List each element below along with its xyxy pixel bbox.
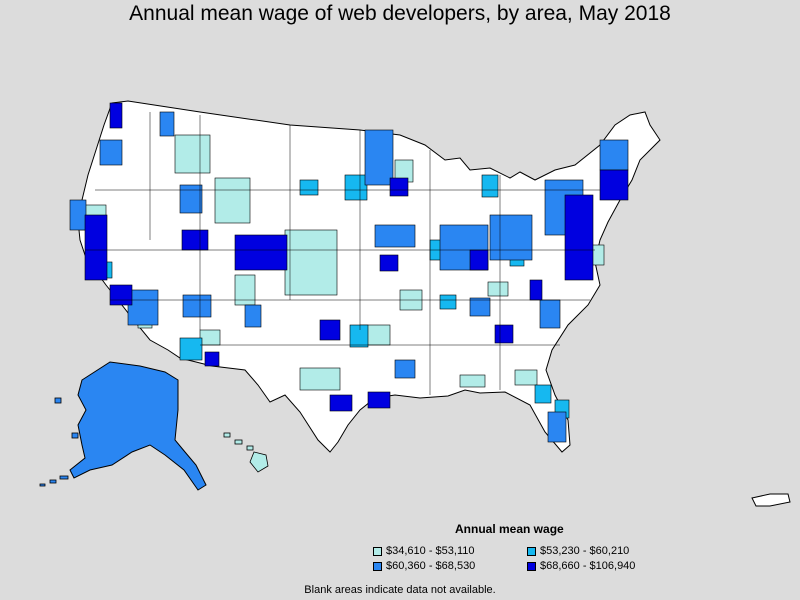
legend-swatch-icon <box>373 546 382 556</box>
state-boundaries <box>85 112 600 395</box>
wage-band-3-areas <box>69 111 629 443</box>
map-title: Annual mean wage of web developers, by a… <box>129 2 671 25</box>
legend-item-band-4: $68,660 - $106,940 <box>527 560 635 572</box>
puerto-rico <box>751 493 791 507</box>
legend-swatch-icon <box>527 561 536 571</box>
legend-item-band-3: $60,360 - $68,530 <box>373 560 475 572</box>
alaska <box>69 361 207 491</box>
aleutian-islands <box>39 397 79 487</box>
footnote: Blank areas indicate data not available. <box>304 584 496 596</box>
legend-swatch-icon <box>527 546 536 556</box>
hawaii <box>223 432 269 473</box>
legend-title: Annual mean wage <box>455 522 564 536</box>
legend-item-band-2: $53,230 - $60,210 <box>527 545 629 557</box>
legend-swatch-icon <box>373 561 382 571</box>
wage-band-4-areas <box>84 102 629 412</box>
legend-label: $60,360 - $68,530 <box>386 560 476 572</box>
legend-item-band-1: $34,610 - $53,110 <box>373 545 474 557</box>
legend-label: $53,230 - $60,210 <box>540 545 630 557</box>
legend-label: $68,660 - $106,940 <box>540 560 636 572</box>
legend-label: $34,610 - $53,110 <box>386 545 475 557</box>
